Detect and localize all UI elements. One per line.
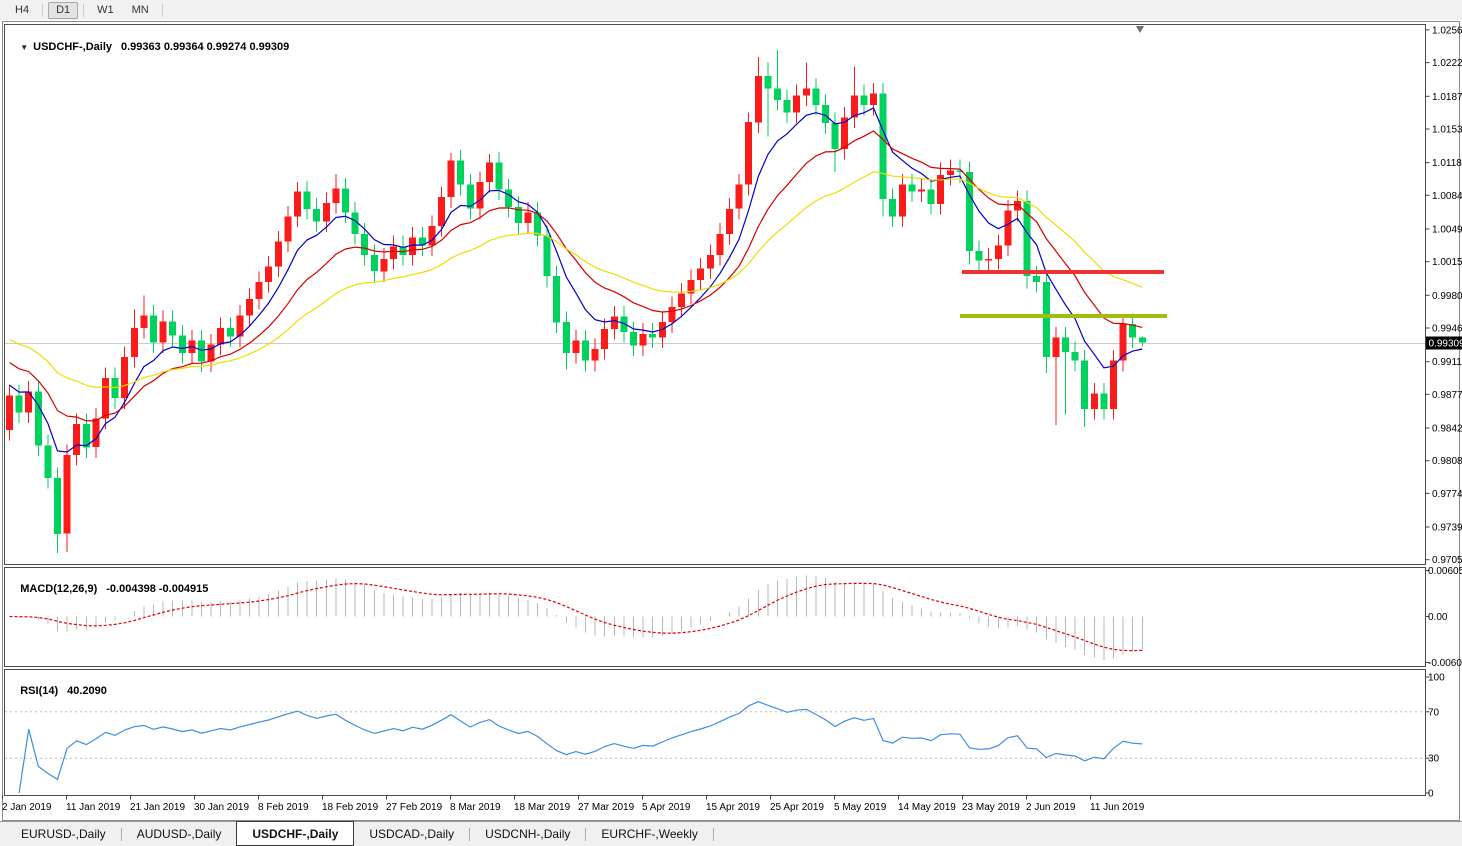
macd-name: MACD(12,26,9) (20, 583, 98, 595)
rsi-panel[interactable] (4, 669, 1426, 796)
macd-axis-label: 0.00 (1428, 612, 1448, 623)
panel-splitter-rsi[interactable] (0, 666, 1462, 670)
price-axis-label[interactable]: 1.01530 (1432, 125, 1462, 136)
tab-separator (712, 827, 714, 841)
date-axis-label[interactable]: 27 Mar 2019 (578, 802, 635, 813)
rsi-axis-label: 70 (1428, 707, 1440, 718)
macd-panel[interactable] (4, 567, 1426, 667)
price-axis-label[interactable]: 1.02560 (1432, 25, 1462, 36)
macd-signal-line (9, 582, 1143, 652)
date-axis-label[interactable]: 5 May 2019 (834, 802, 887, 813)
ma-line-7 (9, 107, 1143, 453)
chart-tab-usdcad-daily[interactable]: USDCAD-,Daily (369, 827, 455, 841)
rsi-line (18, 701, 1143, 794)
timeframe-button-d1[interactable]: D1 (48, 1, 79, 19)
price-axis-label[interactable]: 1.01180 (1432, 158, 1462, 169)
current-price-badge (1426, 336, 1462, 350)
rsi-name: RSI(14) (20, 685, 59, 697)
resistance-ray-red[interactable] (962, 270, 1164, 274)
chart-tab-eurusd-daily[interactable]: EURUSD-,Daily (21, 827, 106, 841)
chart-title-ohlc: 0.99363 0.99364 0.99274 0.99309 (121, 41, 290, 53)
timeframe-button-h4[interactable]: H4 (15, 3, 30, 16)
date-axis-label[interactable]: 14 May 2019 (898, 802, 956, 813)
price-panel[interactable] (4, 24, 1426, 565)
macd-histogram (18, 575, 1143, 660)
chart-window-frame (2, 21, 1460, 821)
timeframe-button-mn[interactable]: MN (131, 3, 149, 16)
tab-separator (585, 827, 587, 841)
date-axis-label[interactable]: 21 Jan 2019 (130, 802, 185, 813)
date-axis-label[interactable]: 8 Mar 2019 (450, 802, 501, 813)
timeframe-button-w1[interactable]: W1 (97, 3, 114, 16)
chart-tab-usdcnh-daily[interactable]: USDCNH-,Daily (485, 827, 571, 841)
chart-title: ▼ USDCHF-,Daily 0.99363 0.99364 0.99274 0.… (8, 29, 289, 65)
date-axis-label[interactable]: 18 Feb 2019 (322, 802, 379, 813)
date-axis-label[interactable]: 30 Jan 2019 (194, 802, 249, 813)
date-axis-label[interactable]: 23 May 2019 (962, 802, 1020, 813)
tab-separator (469, 827, 471, 841)
resistance-ray-olive[interactable] (960, 314, 1167, 318)
chart-shift-marker (1136, 26, 1144, 33)
date-axis-label[interactable]: 15 Apr 2019 (706, 802, 760, 813)
date-axis-label[interactable]: 11 Jan 2019 (66, 802, 121, 813)
chart-tabs: EURUSD-,Daily AUDUSD-,Daily USDCHF-,Daily U… (0, 821, 1462, 846)
macd-indicator-label: MACD(12,26,9) -0.004398 -0.004915 (8, 571, 208, 607)
ma-line-30 (9, 171, 1143, 389)
toolbar-separator (161, 3, 163, 17)
rsi-axis-label: 30 (1428, 754, 1440, 765)
date-axis-label[interactable]: 11 Jun 2019 (1090, 802, 1145, 813)
toolbar-separator (42, 3, 44, 17)
panel-splitter-macd[interactable] (0, 564, 1462, 568)
chart-tab-audusd-daily[interactable]: AUDUSD-,Daily (136, 827, 222, 841)
macd-values: -0.004398 -0.004915 (106, 583, 209, 595)
date-axis-label[interactable]: 2 Jun 2019 (1026, 802, 1076, 813)
date-axis-label[interactable]: 25 Apr 2019 (770, 802, 824, 813)
rsi-axis-label: 0 (1428, 789, 1434, 800)
macd-axis-label: 0.006058 (1428, 566, 1462, 577)
price-axis-label[interactable]: 1.00490 (1432, 225, 1462, 236)
date-axis-label[interactable]: 8 Feb 2019 (258, 802, 309, 813)
chart-collapse-icon[interactable]: ▼ (20, 43, 29, 52)
chart-title-symbol: USDCHF-,Daily (33, 41, 112, 53)
timeframe-toolbar: H4 D1 W1 MN (0, 0, 1462, 20)
macd-axis-label: -0.006096 (1428, 658, 1462, 669)
ma-line-15 (9, 130, 1143, 422)
current-price-badge-text: 0.99309 (1429, 339, 1462, 350)
toolbar-separator (83, 3, 85, 17)
date-axis-label[interactable]: 2 Jan 2019 (2, 802, 52, 813)
price-axis-label[interactable]: 1.00840 (1432, 191, 1462, 202)
date-axis-label[interactable]: 5 Apr 2019 (642, 802, 691, 813)
tab-separator (120, 827, 122, 841)
rsi-axis-label: 100 (1428, 673, 1445, 684)
price-axis-label[interactable]: 1.01870 (1432, 92, 1462, 103)
candles-series (6, 50, 1146, 553)
rsi-indicator-label: RSI(14) 40.2090 (8, 673, 107, 709)
price-axis-label[interactable]: 1.02220 (1432, 58, 1462, 69)
date-axis-label[interactable]: 27 Feb 2019 (386, 802, 443, 813)
chart-tab-usdchf-daily[interactable]: USDCHF-,Daily (236, 821, 355, 846)
chart-tab-eurchf-weekly[interactable]: EURCHF-,Weekly (601, 827, 698, 841)
rsi-value: 40.2090 (67, 685, 107, 697)
date-axis-label[interactable]: 18 Mar 2019 (514, 802, 571, 813)
